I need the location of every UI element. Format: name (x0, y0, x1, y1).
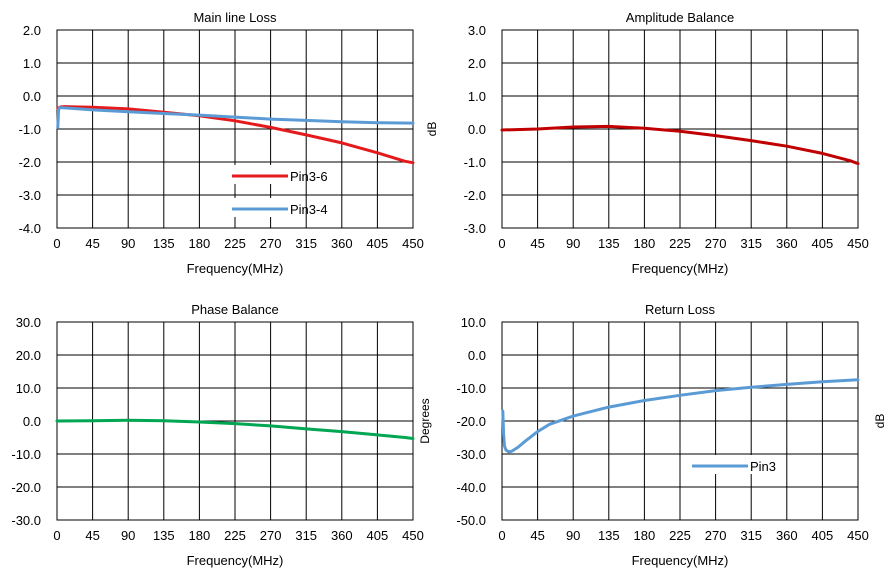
chart-title: Return Loss (645, 302, 716, 317)
chart-title: Main line Loss (193, 10, 277, 25)
y-tick-label: 0.0 (23, 89, 41, 104)
y-tick-label: -2.0 (19, 155, 41, 170)
y-axis-unit: dB (425, 122, 439, 137)
x-axis-label: Frequency(MHz) (187, 261, 284, 276)
x-tick-label: 225 (224, 528, 246, 543)
x-tick-label: 360 (776, 236, 798, 251)
series-line-pin3-4 (56, 106, 415, 129)
x-tick-label: 450 (847, 236, 869, 251)
x-tick-label: 405 (812, 236, 834, 251)
x-tick-label: 225 (224, 236, 246, 251)
series-line (55, 418, 415, 440)
x-tick-label: 180 (189, 236, 211, 251)
y-tick-label: -1.0 (19, 122, 41, 137)
y-tick-label: -10.0 (456, 381, 486, 396)
y-tick-label: -10.0 (11, 447, 41, 462)
y-tick-label: -30.0 (11, 513, 41, 528)
y-tick-label: -3.0 (464, 221, 486, 236)
x-tick-label: 405 (367, 236, 389, 251)
x-tick-label: 225 (669, 528, 691, 543)
legend-label: Pin3-6 (290, 169, 328, 184)
y-tick-label: 10.0 (461, 315, 486, 330)
x-tick-label: 450 (847, 528, 869, 543)
chart-3: 0 45 90 135 180 225 270 315 360 405 450 30.0 20.0 10.… (11, 302, 432, 568)
x-tick-label: 180 (189, 528, 211, 543)
x-tick-label: 450 (402, 528, 424, 543)
legend-label: Pin3-4 (290, 202, 328, 217)
x-tick-label: 270 (705, 236, 727, 251)
x-tick-label: 315 (740, 528, 762, 543)
y-tick-label: 30.0 (16, 315, 41, 330)
chart-title: Amplitude Balance (626, 10, 734, 25)
x-tick-label: 135 (153, 528, 175, 543)
x-tick-label: 270 (260, 236, 282, 251)
x-tick-label: 270 (705, 528, 727, 543)
y-tick-label: -20.0 (11, 480, 41, 495)
y-tick-label: -30.0 (456, 447, 486, 462)
x-tick-label: 315 (295, 528, 317, 543)
x-tick-label: 90 (566, 236, 580, 251)
y-tick-label: -20.0 (456, 414, 486, 429)
x-tick-label: 0 (53, 528, 60, 543)
chart-4: 0 45 90 135 180 225 270 315 360 405 450 10.0 0.0 -10.… (456, 302, 887, 568)
x-axis-label: Frequency(MHz) (187, 553, 284, 568)
x-tick-label: 270 (260, 528, 282, 543)
x-tick-label: 405 (367, 528, 389, 543)
x-tick-label: 180 (634, 236, 656, 251)
x-tick-label: 0 (498, 528, 505, 543)
x-tick-label: 90 (121, 236, 135, 251)
x-tick-label: 45 (530, 528, 544, 543)
chart-2: 0 45 90 135 180 225 270 315 360 405 450 3.0 2.0 1.0 0.… (425, 10, 869, 276)
y-tick-label: -1.0 (464, 155, 486, 170)
x-tick-label: 180 (634, 528, 656, 543)
x-tick-label: 45 (85, 236, 99, 251)
x-tick-label: 450 (402, 236, 424, 251)
y-tick-label: 20.0 (16, 348, 41, 363)
y-axis-unit: dB (873, 414, 887, 429)
series-line (500, 124, 860, 166)
x-tick-label: 90 (566, 528, 580, 543)
series-line-pin3 (501, 378, 860, 454)
y-tick-label: -3.0 (19, 188, 41, 203)
y-tick-label: 2.0 (468, 56, 486, 71)
x-tick-label: 360 (776, 528, 798, 543)
y-tick-label: -40.0 (456, 480, 486, 495)
chart-title: Phase Balance (191, 302, 278, 317)
y-tick-label: -50.0 (456, 513, 486, 528)
x-tick-label: 225 (669, 236, 691, 251)
chart-1: 0 45 90 135 180 225 270 315 360 405 450 2.0 1.0 0.0 -1… (19, 10, 424, 276)
x-tick-label: 135 (598, 236, 620, 251)
y-tick-label: -2.0 (464, 188, 486, 203)
x-tick-label: 360 (331, 528, 353, 543)
x-tick-label: 0 (498, 236, 505, 251)
x-axis-label: Frequency(MHz) (632, 553, 729, 568)
x-tick-label: 315 (295, 236, 317, 251)
y-tick-label: 1.0 (468, 89, 486, 104)
x-tick-label: 45 (530, 236, 544, 251)
x-tick-label: 45 (85, 528, 99, 543)
y-tick-label: 0.0 (468, 348, 486, 363)
x-tick-label: 135 (153, 236, 175, 251)
y-tick-label: 10.0 (16, 381, 41, 396)
x-tick-label: 90 (121, 528, 135, 543)
x-axis-label: Frequency(MHz) (632, 261, 729, 276)
y-axis-unit: Degrees (418, 398, 432, 443)
x-tick-label: 405 (812, 528, 834, 543)
y-tick-label: 1.0 (23, 56, 41, 71)
x-tick-label: 0 (53, 236, 60, 251)
x-tick-label: 135 (598, 528, 620, 543)
x-tick-label: 360 (331, 236, 353, 251)
y-tick-label: 0.0 (23, 414, 41, 429)
y-tick-label: 3.0 (468, 23, 486, 38)
y-tick-label: -4.0 (19, 221, 41, 236)
plot-frame (56, 29, 414, 229)
legend-label: Pin3 (750, 459, 776, 474)
x-tick-label: 315 (740, 236, 762, 251)
y-tick-label: 2.0 (23, 23, 41, 38)
y-tick-label: 0.0 (468, 122, 486, 137)
